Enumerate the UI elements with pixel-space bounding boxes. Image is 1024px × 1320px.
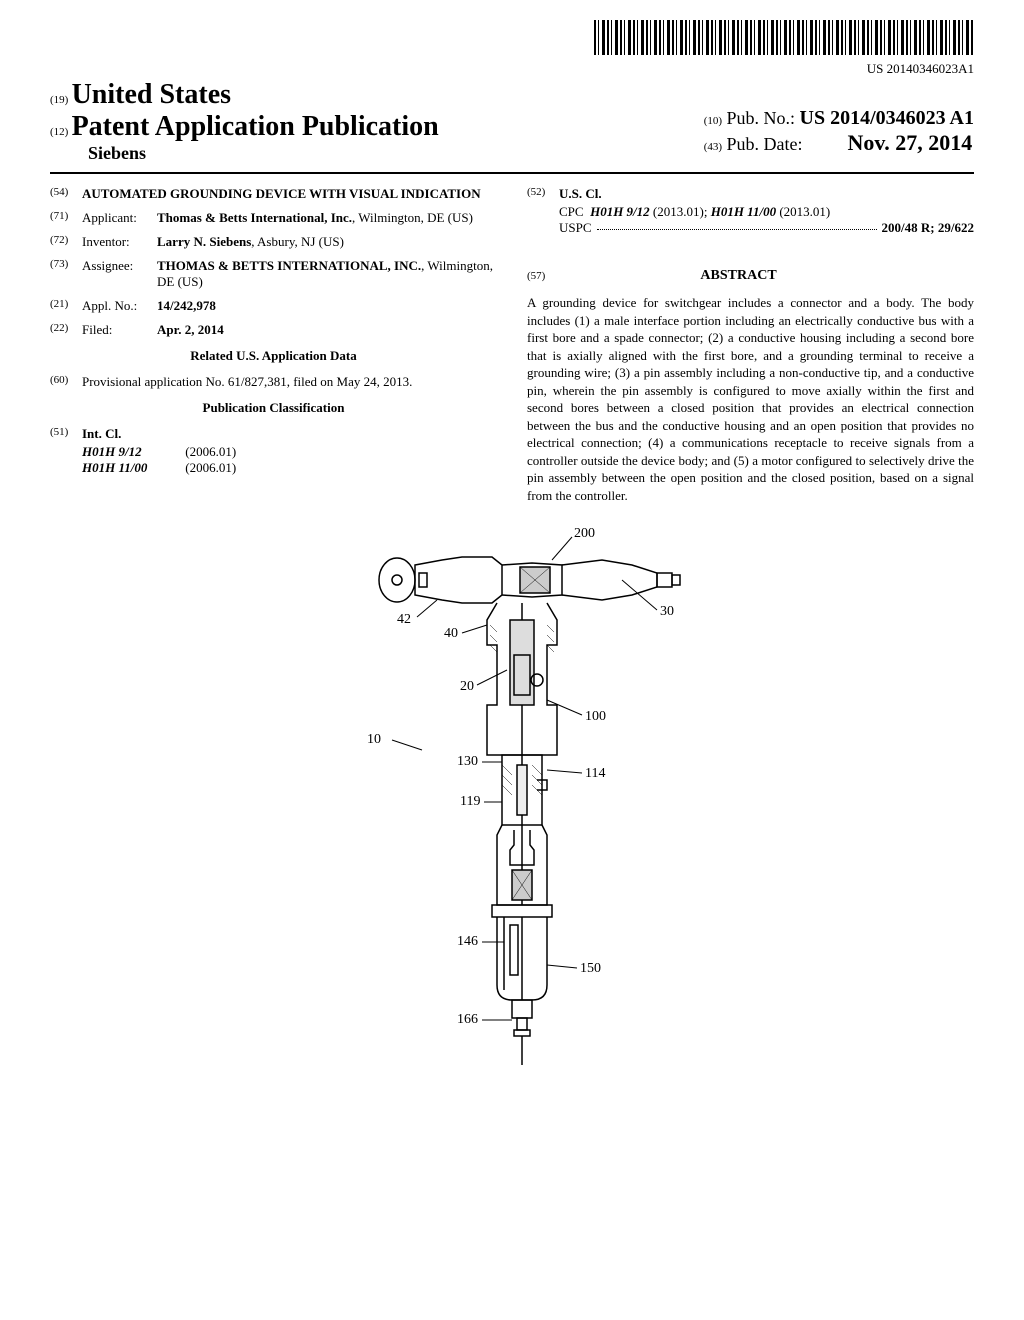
barcode-image [594, 20, 974, 55]
filed-field: (22) Filed: Apr. 2, 2014 [50, 322, 497, 338]
label-30: 30 [660, 604, 674, 619]
page-header: (19) United States (12) Patent Applicati… [50, 79, 974, 174]
pub-type: Patent Application Publication [72, 111, 439, 142]
pub-date-value: Nov. 27, 2014 [848, 130, 973, 155]
pubclass-header: Publication Classification [50, 400, 497, 416]
title-code: (54) [50, 186, 82, 198]
pub-date-label: Pub. Date: [727, 134, 803, 154]
applno-field: (21) Appl. No.: 14/242,978 [50, 298, 497, 314]
provisional-code: (60) [50, 374, 82, 386]
inventor-field: (72) Inventor: Larry N. Siebens, Asbury,… [50, 234, 497, 250]
pub-no-label: Pub. No.: [727, 108, 796, 128]
applicant-code: (71) [50, 210, 82, 222]
pub-date-line: (43) Pub. Date: Nov. 27, 2014 [704, 130, 974, 156]
intcl-item-0: H01H 9/12 (2006.01) [50, 444, 497, 460]
pub-type-code: (12) [50, 126, 68, 138]
pub-no-code: (10) [704, 115, 722, 127]
related-header: Related U.S. Application Data [50, 348, 497, 364]
body-columns: (54) AUTOMATED GROUNDING DEVICE WITH VIS… [50, 186, 974, 505]
uscl-field: (52) U.S. Cl. [527, 186, 974, 202]
label-200: 200 [574, 526, 595, 541]
label-166: 166 [457, 1012, 478, 1027]
inventor-label: Inventor: [82, 234, 157, 250]
applno-value: 14/242,978 [157, 298, 497, 314]
inventor-value: Larry N. Siebens, Asbury, NJ (US) [157, 234, 497, 250]
abstract-header: ABSTRACT [549, 268, 929, 284]
applicant-value: Thomas & Betts International, Inc., Wilm… [157, 210, 497, 226]
figure-svg: 200 30 42 40 20 100 10 130 114 [262, 525, 762, 1085]
abstract-section: (57) ABSTRACT A grounding device for swi… [527, 256, 974, 505]
left-column: (54) AUTOMATED GROUNDING DEVICE WITH VIS… [50, 186, 497, 505]
abstract-code-line: (57) ABSTRACT [527, 256, 974, 294]
title-value: AUTOMATED GROUNDING DEVICE WITH VISUAL I… [82, 186, 497, 202]
assignee-code: (73) [50, 258, 82, 270]
pub-no-value: US 2014/0346023 A1 [800, 107, 974, 129]
label-100: 100 [585, 709, 606, 724]
barcode-section: US 20140346023A1 [50, 20, 974, 77]
barcode-number: US 20140346023A1 [50, 61, 974, 77]
uscl-code: (52) [527, 186, 559, 198]
author-name: Siebens [50, 143, 704, 164]
patent-figure: 200 30 42 40 20 100 10 130 114 [50, 525, 974, 1085]
label-114: 114 [585, 766, 605, 781]
cpc-line: CPC H01H 9/12 (2013.01); H01H 11/00 (201… [527, 204, 974, 220]
pub-date-code: (43) [704, 141, 722, 153]
intcl-item-1: H01H 11/00 (2006.01) [50, 460, 497, 476]
abstract-text: A grounding device for switchgear includ… [527, 294, 974, 505]
uscl-label: U.S. Cl. [559, 186, 602, 202]
filed-code: (22) [50, 322, 82, 334]
provisional-field: (60) Provisional application No. 61/827,… [50, 374, 497, 390]
inventor-code: (72) [50, 234, 82, 246]
label-130: 130 [457, 754, 478, 769]
country-line: (19) United States [50, 79, 704, 111]
header-right: (10) Pub. No.: US 2014/0346023 A1 (43) P… [704, 79, 974, 156]
filed-value: Apr. 2, 2014 [157, 322, 497, 338]
label-119: 119 [460, 794, 480, 809]
label-146: 146 [457, 934, 478, 949]
applno-label: Appl. No.: [82, 298, 157, 314]
label-150: 150 [580, 961, 601, 976]
assignee-label: Assignee: [82, 258, 157, 274]
assignee-field: (73) Assignee: THOMAS & BETTS INTERNATIO… [50, 258, 497, 290]
header-left: (19) United States (12) Patent Applicati… [50, 79, 704, 164]
title-field: (54) AUTOMATED GROUNDING DEVICE WITH VIS… [50, 186, 497, 202]
applno-code: (21) [50, 298, 82, 310]
filed-label: Filed: [82, 322, 157, 338]
intcl-code: (51) [50, 426, 82, 438]
pub-no-line: (10) Pub. No.: US 2014/0346023 A1 [704, 107, 974, 130]
country-code: (19) [50, 94, 68, 106]
right-column: (52) U.S. Cl. CPC H01H 9/12 (2013.01); H… [527, 186, 974, 505]
intcl-field: (51) Int. Cl. [50, 426, 497, 442]
label-42: 42 [397, 612, 411, 627]
uspc-line: USPC 200/48 R; 29/622 [527, 220, 974, 236]
applicant-label: Applicant: [82, 210, 157, 226]
label-10: 10 [367, 732, 381, 747]
country-name: United States [72, 79, 231, 110]
uspc-value: 200/48 R; 29/622 [882, 220, 974, 236]
provisional-value: Provisional application No. 61/827,381, … [82, 374, 497, 390]
pub-type-line: (12) Patent Application Publication [50, 111, 704, 143]
label-40: 40 [444, 626, 458, 641]
label-20: 20 [460, 679, 474, 694]
intcl-label: Int. Cl. [82, 426, 121, 442]
assignee-value: THOMAS & BETTS INTERNATIONAL, INC., Wilm… [157, 258, 497, 290]
applicant-field: (71) Applicant: Thomas & Betts Internati… [50, 210, 497, 226]
